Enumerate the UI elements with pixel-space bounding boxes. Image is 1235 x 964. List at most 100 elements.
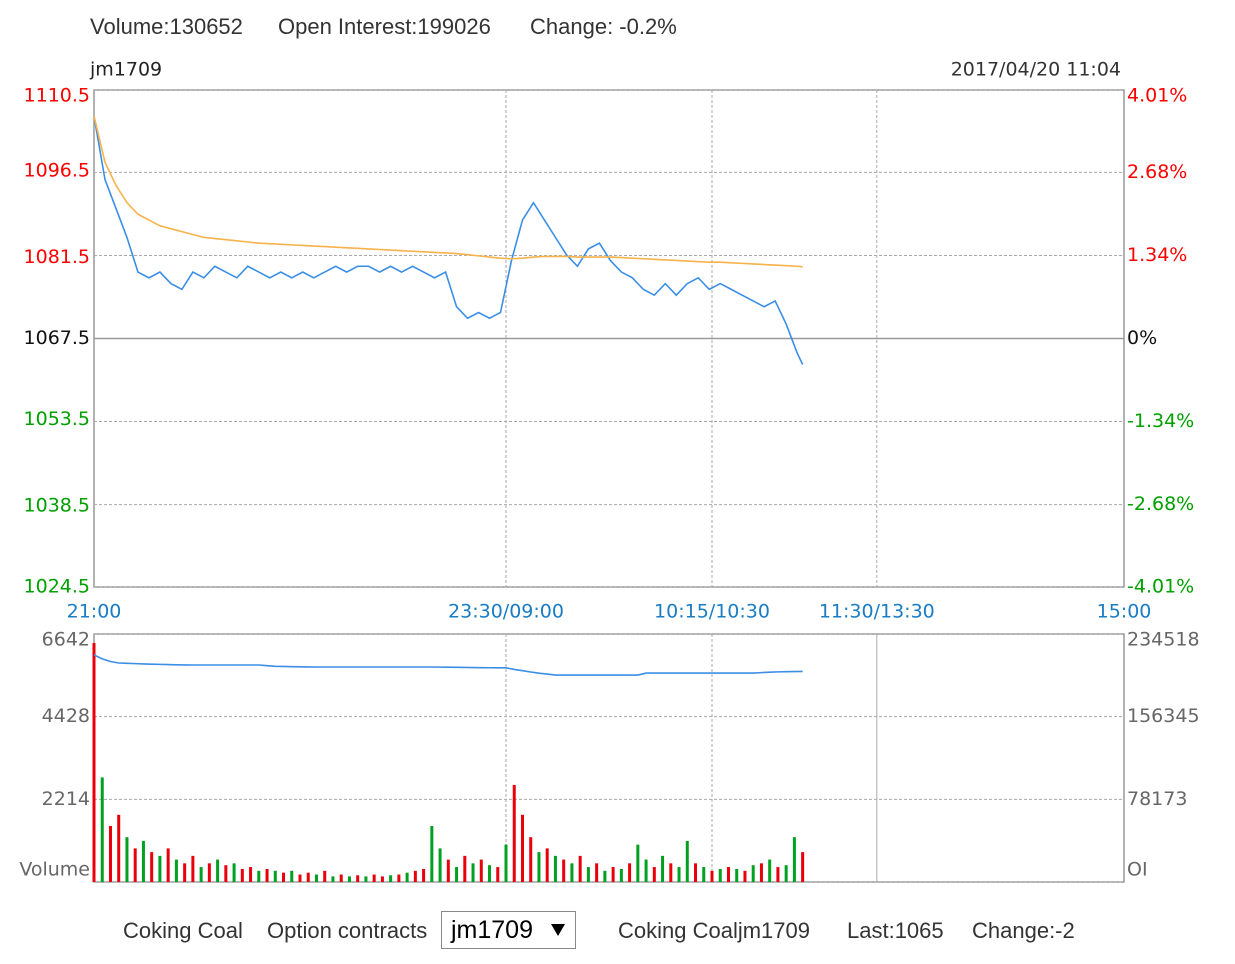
contract-select[interactable]: jm1709 [441, 911, 576, 949]
volume-bar [496, 867, 500, 882]
volume-bar [488, 865, 492, 882]
y-tick-label: Volume [19, 859, 90, 881]
chart-subtitle: 2017/04/20 11:04 [951, 59, 1121, 81]
volume-bar [628, 863, 632, 882]
volume-bar [249, 867, 253, 882]
volume-bar [306, 872, 310, 882]
volume-bar [801, 852, 805, 882]
volume-bar [726, 867, 730, 882]
y2-tick-label: OI [1127, 859, 1148, 881]
y-tick-label: 2214 [42, 788, 90, 810]
footer-commodity: Coking Coal [123, 918, 243, 943]
y-tick-label: 1038.5 [24, 495, 90, 517]
volume-bar [207, 863, 211, 882]
volume-bar [562, 859, 566, 882]
volume-bar [652, 867, 656, 882]
footer-last: Last:1065 [847, 918, 944, 943]
x-tick-label: 23:30/09:00 [448, 601, 564, 623]
volume-bar [570, 863, 574, 882]
volume-bar [183, 863, 187, 882]
series-line [93, 115, 804, 365]
volume-bar [240, 868, 244, 882]
volume-bar [265, 868, 269, 882]
x-tick-label: 21:00 [67, 601, 122, 623]
volume-bar [768, 859, 772, 882]
volume-bar [323, 870, 327, 882]
volume-bar [224, 865, 228, 882]
volume-bar [677, 867, 681, 882]
volume-bar [257, 870, 261, 882]
y2-tick-label: 1.34% [1127, 244, 1187, 266]
volume-bar [619, 868, 623, 882]
x-tick-label: 11:30/13:30 [819, 601, 935, 623]
volume-bar [669, 863, 673, 882]
y2-tick-label: 4.01% [1127, 85, 1187, 107]
volume-bar [314, 874, 318, 882]
volume-bar [364, 876, 368, 882]
volume-bar [776, 867, 780, 882]
y-tick-label: 1096.5 [24, 159, 90, 181]
header-volume: Volume:130652 [90, 14, 243, 39]
volume-bar [553, 855, 557, 882]
y-tick-label: 1024.5 [24, 576, 90, 598]
volume-bar [636, 844, 640, 882]
volume-bar [413, 870, 417, 882]
volume-bar [232, 863, 236, 882]
volume-bar [174, 859, 178, 882]
volume-bar [372, 874, 376, 882]
volume-bar [92, 643, 96, 882]
volume-bar [150, 852, 154, 882]
volume-bar [759, 863, 763, 882]
volume-bar [545, 848, 549, 882]
volume-bar [397, 874, 401, 882]
x-tick-label: 15:00 [1097, 601, 1152, 623]
volume-bar [603, 870, 607, 882]
volume-bar [784, 865, 788, 882]
y2-tick-label: -1.34% [1127, 410, 1194, 432]
volume-bar [216, 859, 220, 882]
volume-bar [751, 865, 755, 882]
volume-bar [356, 875, 360, 882]
volume-bar [661, 855, 665, 882]
y-tick-label: 1067.5 [24, 327, 90, 349]
volume-bar [512, 784, 516, 882]
volume-bar [586, 867, 590, 882]
volume-bar [117, 814, 121, 882]
plot-frame [93, 633, 1125, 883]
volume-bar [389, 875, 393, 882]
volume-bar [290, 870, 294, 882]
series-line [93, 654, 803, 676]
y-tick-label: 1110.5 [24, 85, 90, 107]
volume-bar [282, 872, 286, 882]
volume-bar [430, 825, 434, 882]
volume-bar [710, 870, 714, 882]
volume-bar [199, 867, 203, 882]
x-tick-label: 10:15/10:30 [654, 601, 770, 623]
volume-bar [685, 840, 689, 882]
volume-bar [347, 876, 351, 882]
y-tick-label: 6642 [42, 629, 90, 651]
volume-bar [446, 859, 450, 882]
volume-bar [471, 863, 475, 882]
y2-tick-label: 78173 [1127, 788, 1187, 810]
volume-bar [108, 825, 112, 882]
volume-bar [520, 814, 524, 882]
footer-quote-name: Coking Coaljm1709 [618, 918, 810, 943]
chart-title: jm1709 [89, 59, 162, 81]
volume-bar [133, 848, 137, 882]
y2-tick-label: -4.01% [1127, 576, 1194, 598]
volume-bar [611, 867, 615, 882]
volume-bar [578, 855, 582, 882]
volume-bar [504, 844, 508, 882]
footer-option-label: Option contracts [267, 918, 427, 943]
volume-bar [158, 855, 162, 882]
contract-select-value: jm1709 [451, 916, 533, 944]
volume-bar [405, 872, 409, 882]
header-change: Change: -0.2% [530, 14, 677, 39]
volume-bar [125, 837, 129, 882]
volume-bar [141, 840, 145, 882]
y2-tick-label: 234518 [1127, 629, 1200, 651]
volume-bar [735, 868, 739, 882]
